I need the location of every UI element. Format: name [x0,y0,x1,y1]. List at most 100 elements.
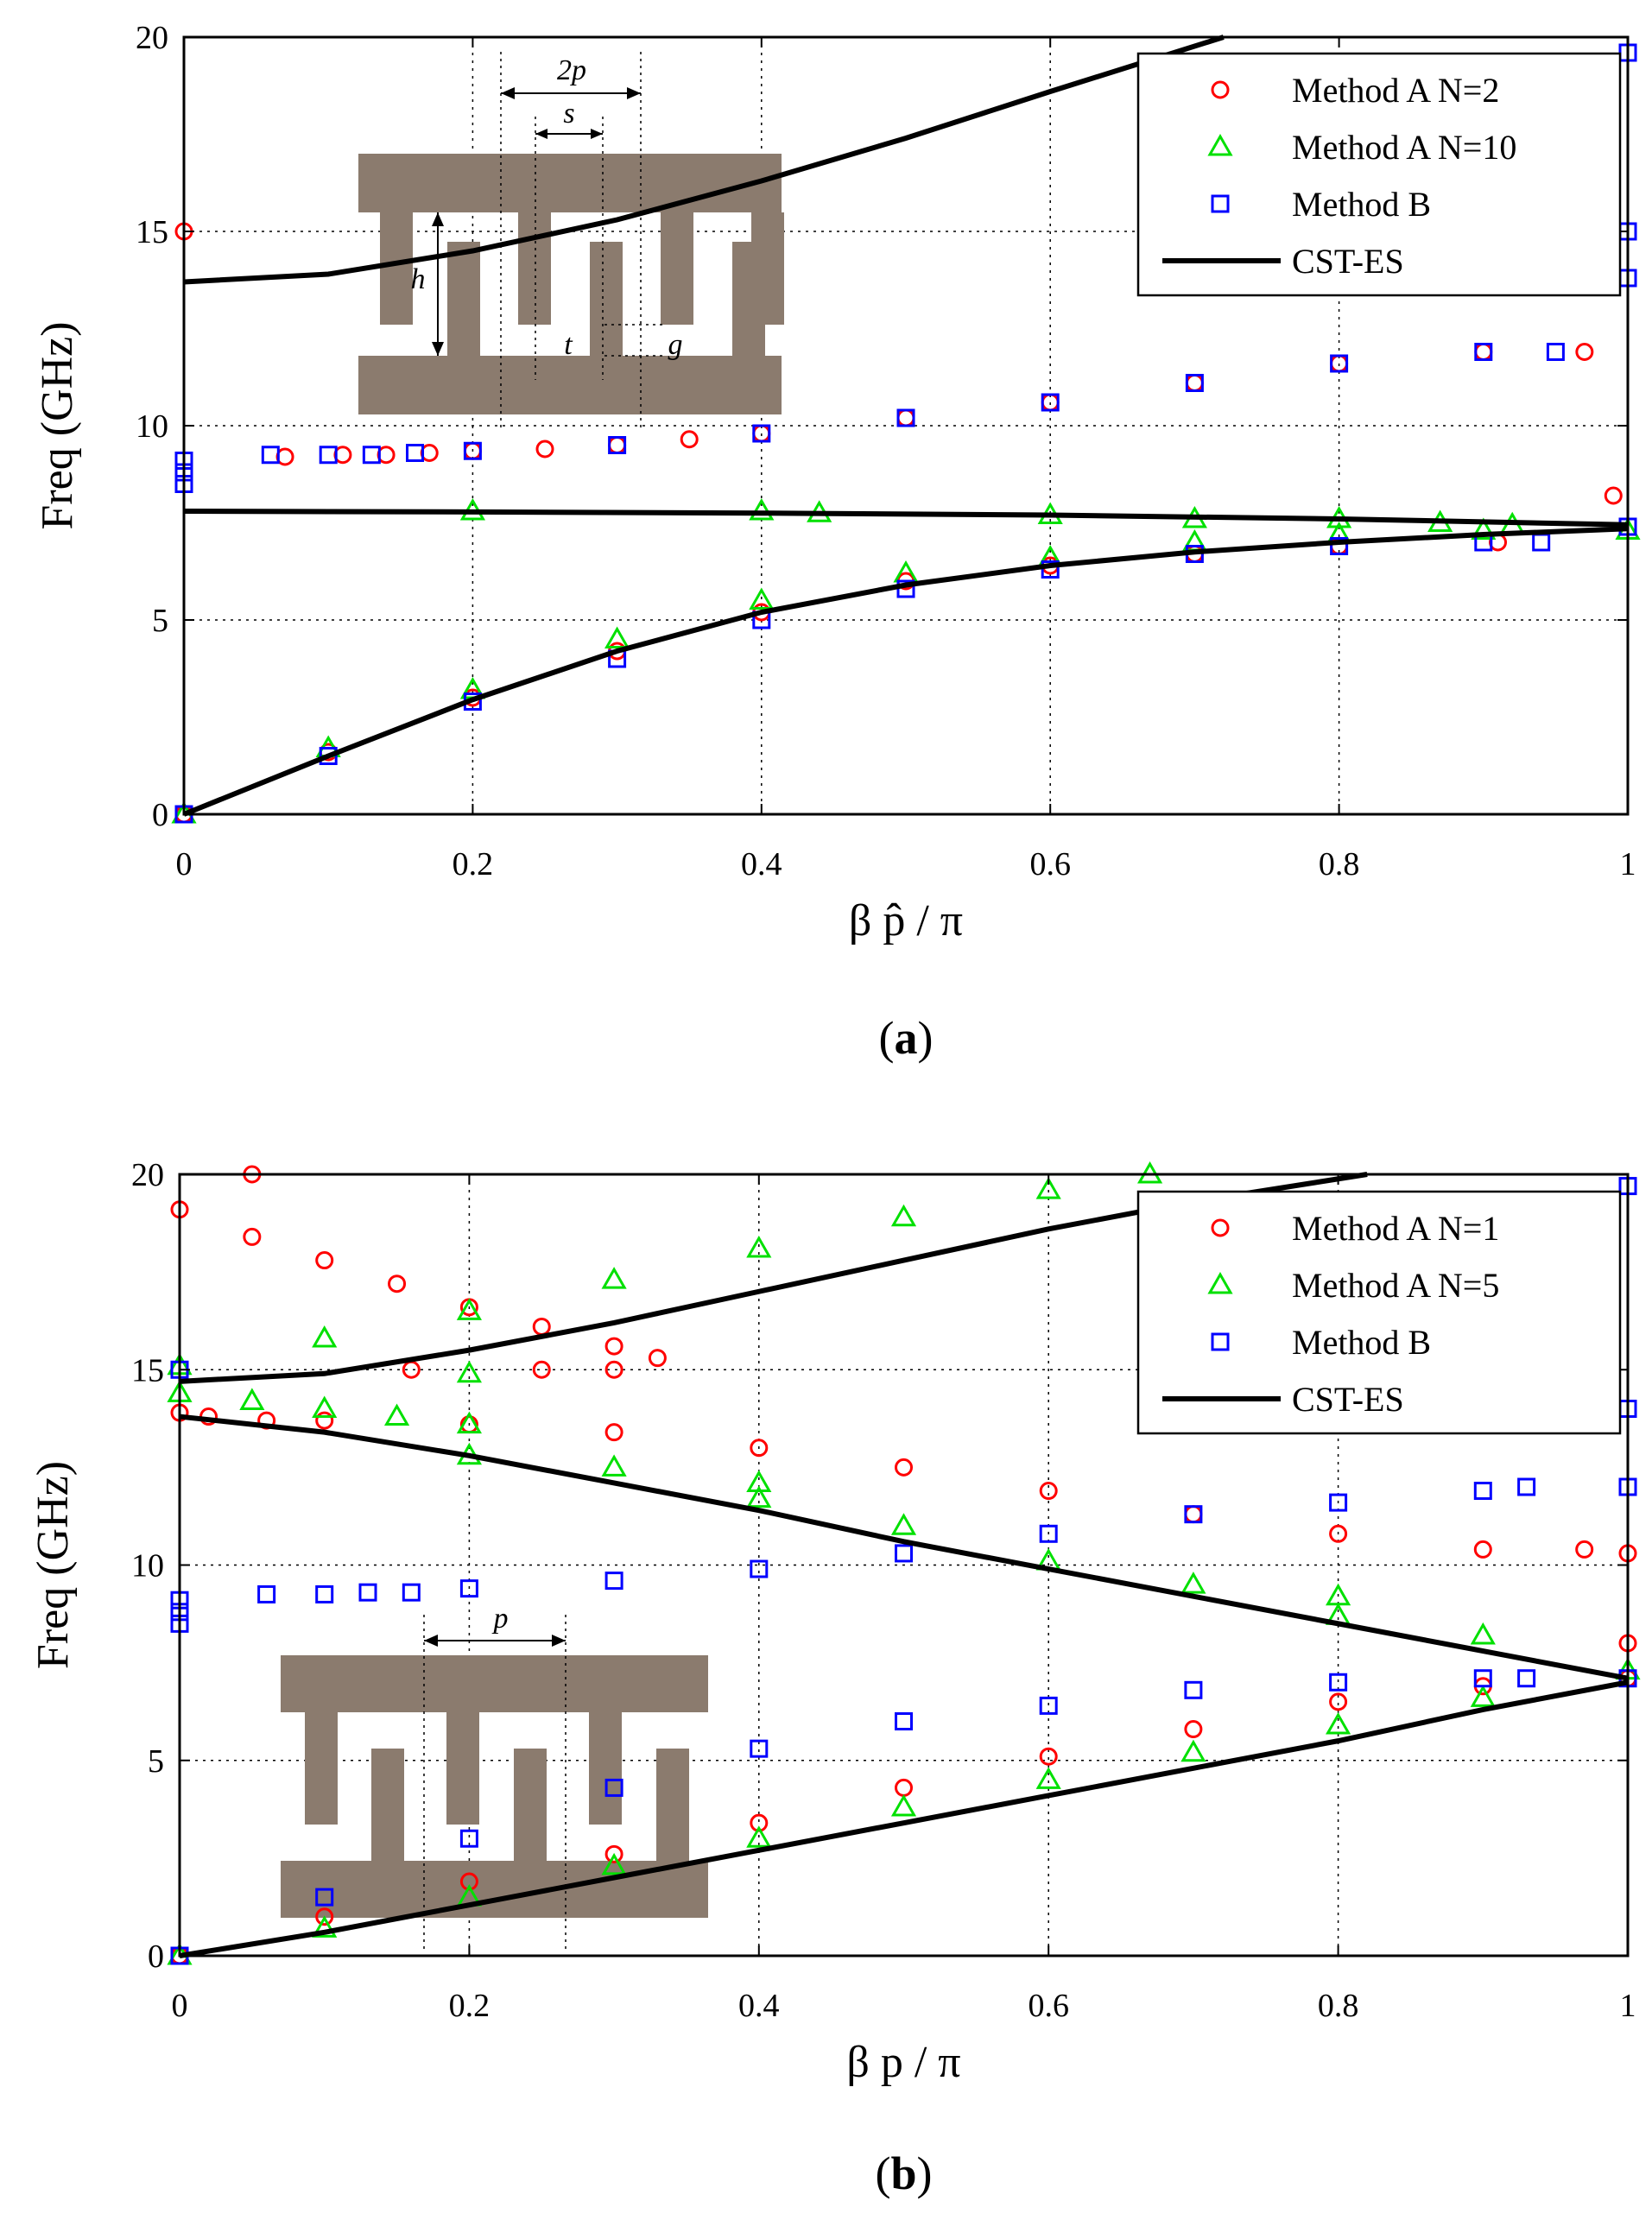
bottom-finger [371,1749,404,1861]
y-tick-label: 10 [131,1548,164,1584]
legend-entry: Method A N=2 [1292,71,1499,110]
y-tick-label: 20 [136,20,168,56]
data-point [746,1235,772,1258]
legend-box [1136,1190,1622,1435]
data-point [601,1267,627,1289]
data-point [1184,1505,1203,1524]
legend: Method A N=2 Method A N=10 Method B CST-ES [1136,52,1622,297]
y-tick-label: 0 [148,1939,164,1975]
label-s: s [563,98,574,130]
data-point [1474,343,1493,361]
y-tick-label: 20 [131,1157,164,1193]
legend-entry: Method B [1292,1323,1431,1362]
data-point [1039,1524,1058,1543]
x-tick-label: 0 [172,1988,188,2024]
data-point [1330,537,1349,555]
data-point [1329,1692,1348,1711]
data-point [459,1579,478,1598]
panel-caption: (a) [879,1012,934,1064]
data-point [362,446,381,465]
data-point [406,444,425,462]
data-point [1329,1493,1348,1512]
data-point [608,436,627,454]
data-point [315,1907,334,1926]
data-point [1035,1177,1061,1199]
arrowhead [627,87,641,99]
data-point [535,440,554,459]
data-point [1470,1685,1496,1707]
unit-cell-diagram: 2p s h t g [358,52,784,432]
data-point [1473,1482,1492,1501]
cst-es-line [183,35,1225,285]
data-point [312,1395,338,1418]
data-point [1039,1747,1058,1766]
arrowhead [432,212,444,226]
data-point [750,1439,769,1458]
legend-marker [1211,194,1230,213]
data-point [608,436,627,454]
data-point [532,1360,551,1379]
data-point [896,408,915,427]
series-cst-es [182,35,1629,817]
top-finger [661,212,693,325]
data-point [895,1778,913,1797]
data-point [890,1204,917,1227]
label-p: p [492,1603,509,1635]
data-point [1185,374,1204,392]
legend-entry: Method B [1292,185,1431,224]
legend-entry: Method A N=10 [1292,128,1516,167]
data-point [358,1583,377,1602]
y-axis-label: Freq (GHz) [28,1461,78,1669]
data-point [1180,1572,1206,1594]
data-point [604,1572,623,1591]
data-point [1474,343,1493,361]
data-point [895,1712,913,1730]
caption-close: ) [918,1012,934,1064]
bottom-finger [732,242,765,356]
bottom-finger [656,1749,689,1861]
data-point [1470,1622,1496,1645]
y-tick-label: 0 [152,797,168,833]
x-tick-label: 0 [176,846,193,882]
data-point [1184,1505,1203,1524]
x-axis-label: β p / π [846,2038,960,2087]
data-point [601,1852,627,1875]
data-point [1517,1477,1536,1496]
arrowhead [591,129,603,139]
data-point [1471,517,1497,540]
data-point [1035,1767,1061,1789]
cst-es-line [179,1679,1629,1958]
data-point [749,587,775,610]
data-point [1185,374,1204,392]
x-axis-label: β p̂ / π [849,896,963,946]
data-point [315,1251,334,1270]
cst-es-line [179,1414,1629,1681]
data-point [456,1298,482,1320]
top-finger [380,212,413,325]
x-tick-label: 1 [1620,1988,1636,2024]
data-point [312,1915,338,1938]
data-point [749,497,775,521]
caption-open: ( [875,2147,890,2199]
data-point [1041,560,1060,579]
top-plate [358,154,782,212]
x-tick-label: 0.4 [738,1988,780,2024]
caption-close: ) [917,2147,933,2199]
data-point [1330,354,1349,373]
data-point [459,1829,478,1848]
data-point [1184,1720,1203,1739]
y-tick-label: 15 [131,1352,164,1388]
caption-letter: a [895,1012,918,1064]
top-finger [305,1712,338,1825]
y-tick-label: 5 [148,1743,164,1780]
data-point [388,1274,407,1293]
data-point [383,1403,410,1426]
data-point [604,1844,623,1863]
y-axis-label: Freq (GHz) [33,321,82,529]
legend-entry: CST-ES [1292,1380,1404,1419]
data-point [456,1360,482,1383]
data-point [312,1325,338,1348]
legend-marker [1211,80,1230,99]
